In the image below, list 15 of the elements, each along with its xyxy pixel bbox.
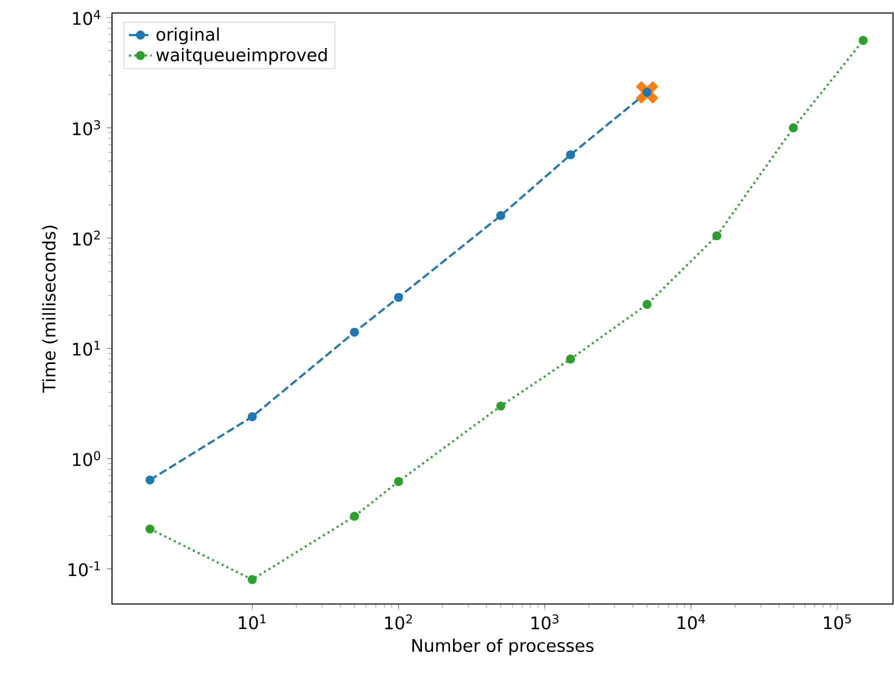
legend-label: original (156, 27, 219, 44)
y-tick-label: 10$^{4}$ (73, 10, 100, 26)
y-axis-title: Time (milliseconds) (42, 226, 58, 393)
legend-label: waitqueueimproved (156, 48, 327, 65)
x-tick-label: 10$^{3}$ (531, 614, 558, 630)
y-tick-label: 10$^{1}$ (73, 340, 100, 356)
x-axis-title: Number of processes (412, 638, 594, 656)
y-tick-label: 10$^{3}$ (73, 120, 100, 136)
x-tick-label: 10$^{2}$ (385, 614, 412, 630)
x-tick-label: 10$^{1}$ (238, 614, 266, 630)
y-tick-label: 10$^{-1}$ (68, 561, 100, 576)
x-tick-label: 10$^{5}$ (824, 614, 851, 630)
x-tick-label: 10$^{4}$ (678, 614, 705, 630)
y-tick-label: 10$^{2}$ (73, 230, 100, 246)
y-tick-label: 10$^{0}$ (73, 451, 100, 466)
